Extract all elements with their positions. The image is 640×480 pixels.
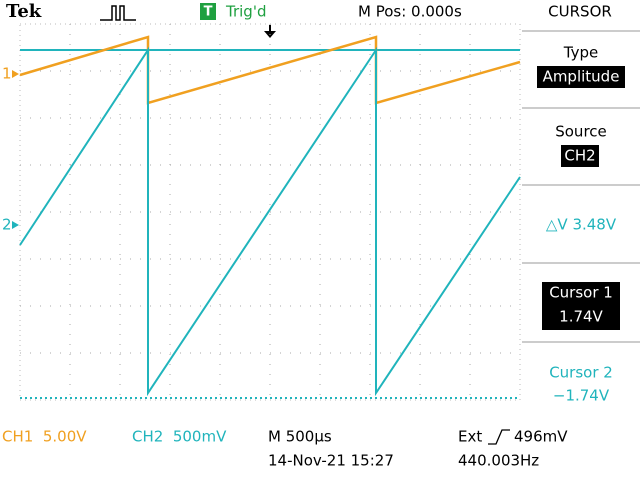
graticule: [19, 23, 521, 401]
menu: CURSOR Type Amplitude Source CH2 △V 3.48…: [522, 3, 640, 405]
source-value[interactable]: CH2: [564, 147, 595, 165]
ch2-marker-arrow: [12, 221, 19, 229]
ch2-waveform: [19, 46, 521, 397]
date: 14-Nov-21 15:27: [268, 452, 394, 470]
type-value[interactable]: Amplitude: [543, 68, 620, 86]
delta-v: △V 3.48V: [546, 216, 617, 234]
cursor2-value[interactable]: −1.74V: [553, 387, 610, 405]
trigger-icon: T: [204, 5, 213, 20]
trigger-icon-box: [200, 3, 216, 20]
timebase: M 500µs: [268, 428, 332, 446]
trigger-level: 496mV: [514, 428, 568, 446]
ch2-marker: 2: [2, 216, 12, 234]
type-value-box: [537, 66, 625, 88]
brand: Tek: [6, 1, 42, 22]
trigger-source: Ext: [458, 428, 482, 446]
trigger-slope-icon: [488, 429, 510, 445]
position: M Pos: 0.000s: [358, 3, 462, 21]
menu-title: CURSOR: [548, 3, 612, 21]
frequency: 440.003Hz: [458, 452, 539, 470]
cursor2-label[interactable]: Cursor 2: [549, 364, 613, 382]
source-value-box: [561, 145, 599, 167]
type-label[interactable]: Type: [563, 44, 598, 62]
cursor1-label[interactable]: Cursor 1: [549, 284, 613, 302]
ch1-scale: CH1 5.00V: [2, 428, 87, 446]
ch1-marker-arrow: [12, 70, 19, 78]
ch1-marker: 1: [2, 65, 12, 83]
cursor1-value[interactable]: 1.74V: [559, 308, 603, 326]
trigger-status: Trig'd: [225, 3, 266, 21]
ch1-waveform: [19, 35, 521, 105]
grid: [20, 24, 520, 400]
source-label[interactable]: Source: [555, 123, 607, 141]
cursor1-box: [542, 282, 620, 330]
acq-icon: [100, 5, 136, 21]
ch2-scale: CH2 500mV: [132, 428, 227, 446]
